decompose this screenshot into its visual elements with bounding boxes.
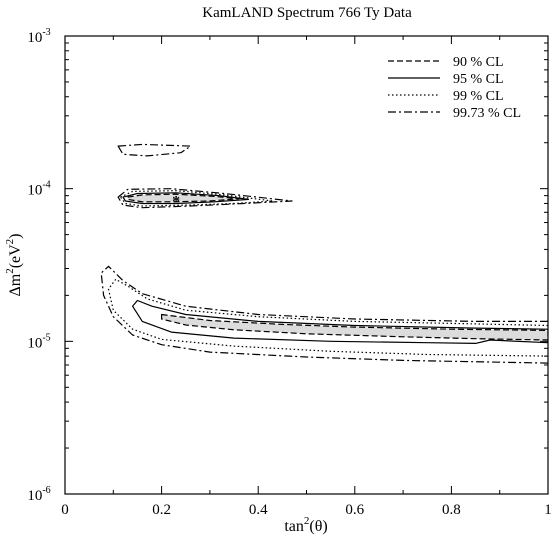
legend-label: 99 % CL [453, 89, 504, 104]
contour-lower-band-dotted [107, 278, 548, 357]
best-fit-layer: * [172, 193, 180, 210]
legend-label: 95 % CL [453, 72, 504, 87]
legend-label: 99.73 % CL [453, 106, 521, 121]
x-tick-label: 0.8 [442, 502, 461, 518]
y-tick-label: 10-3 [27, 27, 50, 46]
legend-label: 90 % CL [453, 55, 504, 70]
contour-middle-island-dashdot [117, 188, 293, 209]
best-fit-marker: * [172, 193, 180, 210]
y-axis-label: Δm2(eV2) [4, 233, 24, 296]
x-tick-label: 0.6 [345, 502, 364, 518]
y-tick-label: 10-4 [27, 180, 50, 199]
x-tick-label: 0 [61, 502, 69, 518]
contour-upper-island-dashdot [117, 143, 192, 157]
plot-frame [64, 35, 549, 495]
chart-title: KamLAND Spectrum 766 Ty Data [202, 5, 412, 21]
contour-middle-island-dashed [127, 193, 240, 203]
axis-ticks: 0 0.2 0.4 0.6 0.8 1 10-6 10-5 10-4 10-3 [27, 27, 551, 518]
contour-middle-island-dotted [119, 190, 274, 207]
contour-lower-band-dashed [161, 313, 548, 341]
contour-regions [100, 143, 548, 364]
contour-middle-island-solid [122, 192, 250, 205]
contour-lower-band-solid [132, 299, 548, 344]
x-tick-label: 1 [544, 502, 552, 518]
x-axis-label: tan2(θ) [284, 515, 327, 535]
x-tick-label: 0.4 [249, 502, 268, 518]
y-tick-label: 10-6 [27, 485, 50, 504]
x-tick-label: 0.2 [152, 502, 171, 518]
legend: 90 % CL 95 % CL 99 % CL 99.73 % CL [388, 55, 521, 121]
y-tick-label: 10-5 [27, 332, 50, 351]
contour-lower-band-dashdot [100, 265, 548, 364]
